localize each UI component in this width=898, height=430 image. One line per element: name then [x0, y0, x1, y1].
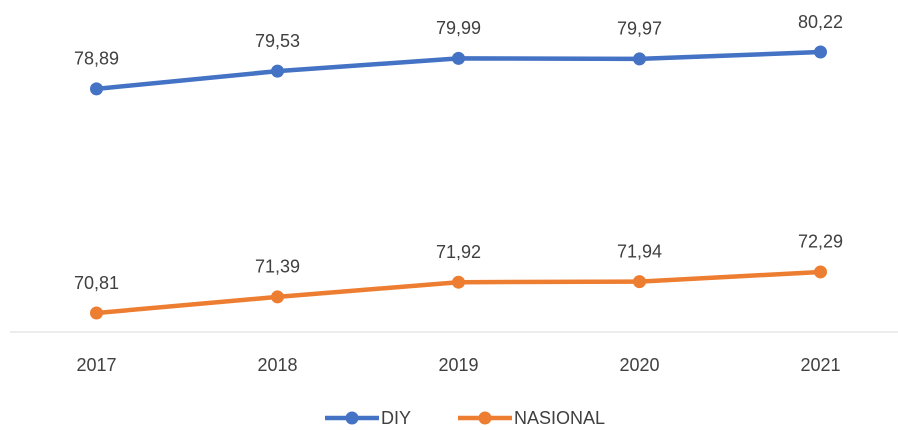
x-tick-label: 2018 [257, 355, 297, 375]
data-label: 71,92 [436, 242, 481, 262]
data-point [814, 45, 827, 59]
data-point [90, 82, 103, 96]
x-tick-label: 2019 [438, 355, 478, 375]
legend-label: NASIONAL [514, 408, 605, 428]
data-point [452, 275, 465, 289]
data-label: 79,99 [436, 18, 481, 38]
data-label: 71,39 [255, 257, 300, 277]
data-label: 79,53 [255, 31, 300, 51]
data-point [90, 306, 103, 320]
legend-label: DIY [381, 408, 411, 428]
data-point [633, 275, 646, 289]
data-label: 71,94 [617, 241, 662, 261]
data-label: 70,81 [74, 273, 119, 293]
data-point [633, 52, 646, 66]
data-label: 72,29 [798, 232, 843, 252]
data-point [452, 51, 465, 65]
data-label: 80,22 [798, 12, 843, 32]
data-point [814, 265, 827, 279]
data-label: 79,97 [617, 19, 662, 39]
x-tick-label: 2020 [619, 355, 659, 375]
legend-marker [345, 411, 359, 425]
x-tick-label: 2017 [76, 355, 116, 375]
data-point [271, 290, 284, 304]
x-tick-label: 2021 [800, 355, 840, 375]
data-point [271, 64, 284, 78]
legend-marker [478, 411, 492, 425]
data-label: 78,89 [74, 49, 119, 69]
